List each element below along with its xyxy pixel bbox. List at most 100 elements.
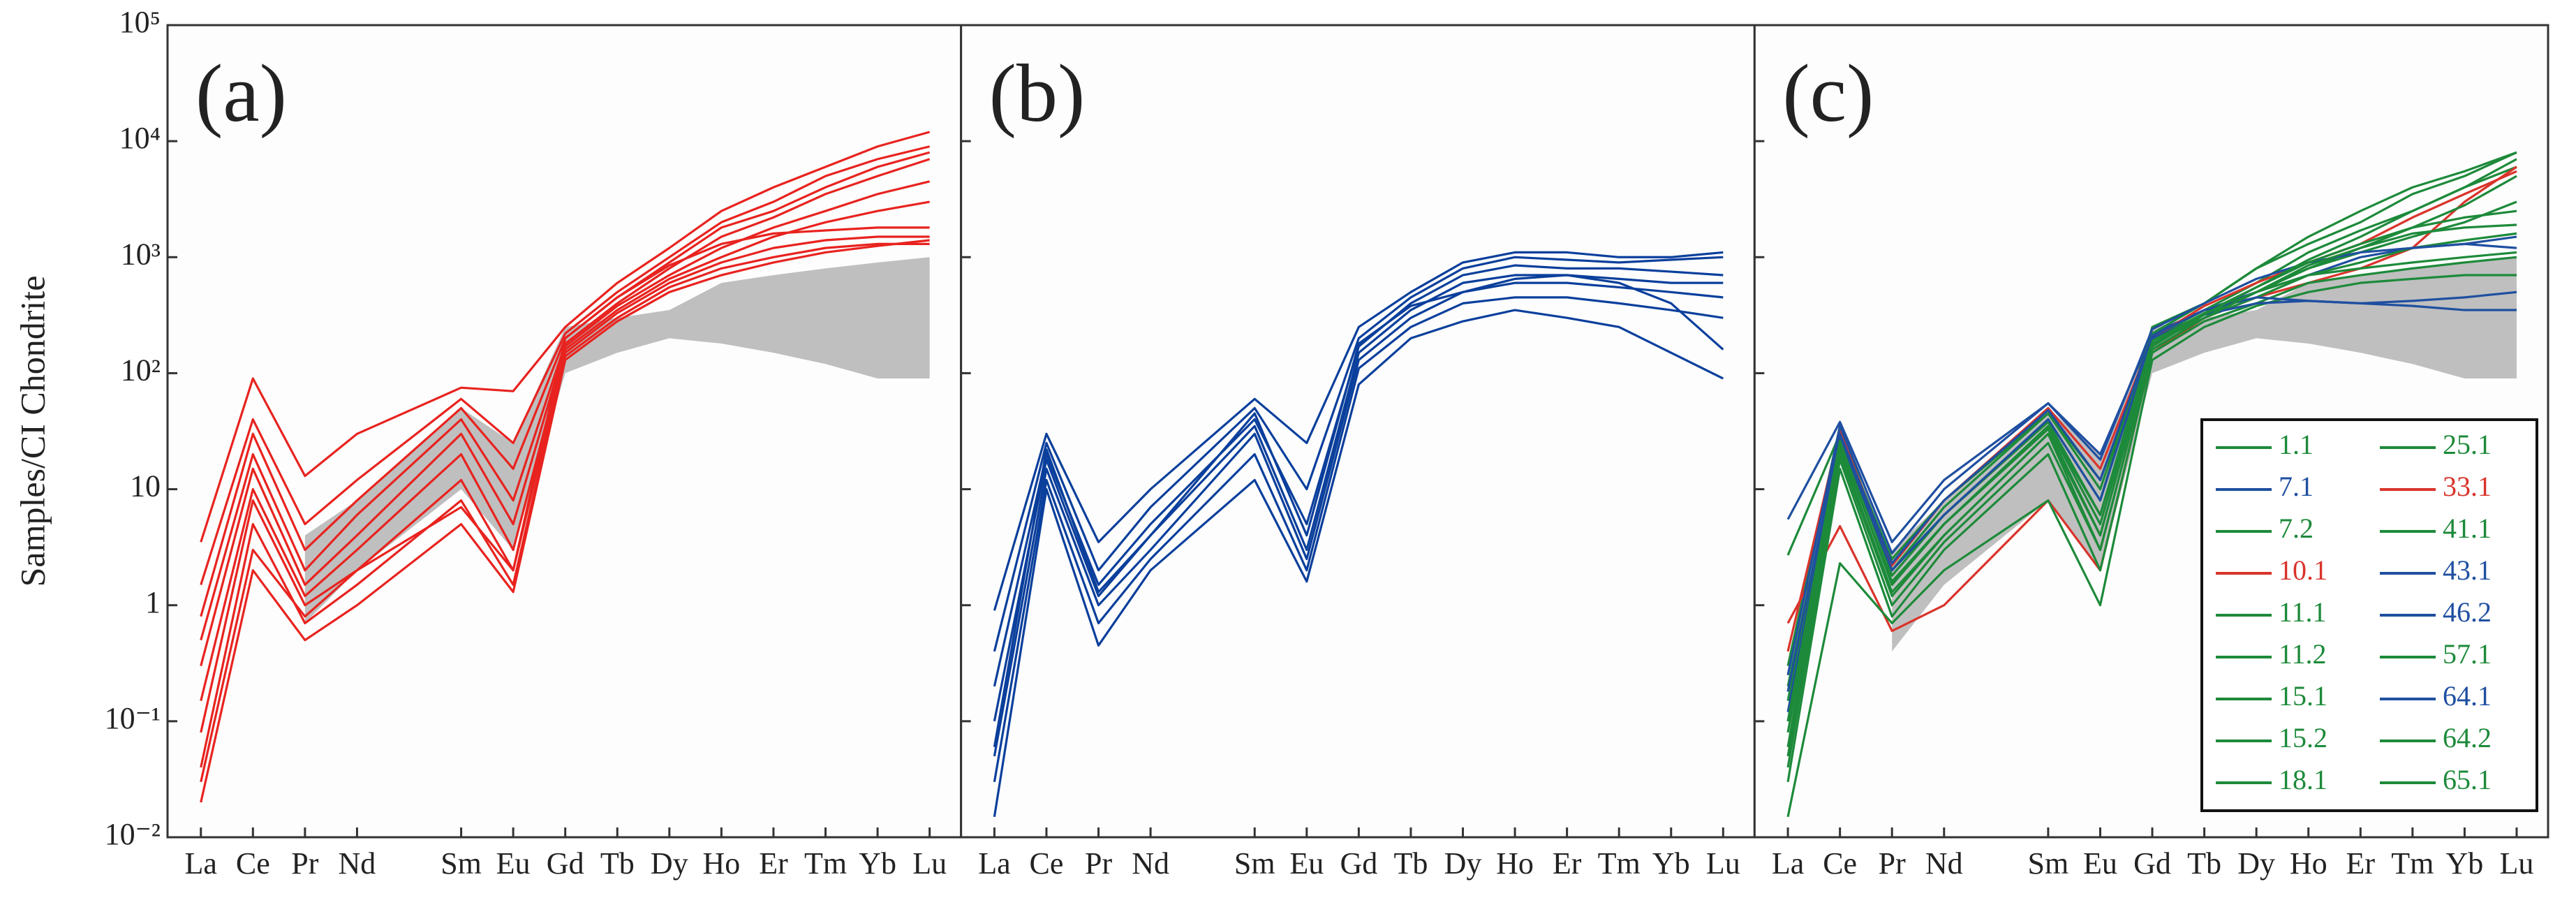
y-tick-label: 1 [145,585,161,619]
x-tick-label: Sm [1234,846,1275,881]
x-tick-label: Pr [1879,846,1906,881]
x-tick-label: Nd [339,846,376,881]
legend-label: 64.2 [2443,722,2492,753]
series-line [200,145,931,585]
x-tick-label: Pr [1085,846,1112,881]
legend-label: 15.1 [2279,680,2327,712]
legend-label: 7.1 [2279,471,2314,502]
series-line [993,296,1724,783]
legend-label: 33.1 [2443,471,2492,502]
x-tick-label: Eu [1289,846,1324,881]
y-tick-label: 10⁵ [119,5,161,39]
series-line [993,281,1724,757]
x-tick-label: Gd [1340,846,1377,881]
legend-label: 1.1 [2279,429,2314,460]
series-line [1786,290,2517,692]
x-tick-label: Lu [2500,846,2534,881]
x-tick-label: Dy [2237,846,2275,881]
x-tick-label: Ce [1030,846,1064,881]
x-tick-label: Ho [1496,846,1534,881]
y-tick-label: 10⁻¹ [105,701,161,735]
series-line [993,274,1724,722]
series-line [993,274,1724,747]
series-line [1786,256,2517,782]
x-tick-label: Er [2346,846,2376,881]
x-tick-label: Er [1553,846,1582,881]
x-tick-label: Nd [1132,846,1169,881]
x-tick-label: La [978,846,1010,881]
x-tick-label: Eu [496,846,531,881]
series-line [200,235,930,733]
legend-label: 65.1 [2443,764,2492,795]
x-tick-label: Yb [2446,846,2484,881]
legend-label: 43.1 [2443,554,2492,586]
legend-label: 46.2 [2443,596,2492,628]
x-tick-label: Ho [2290,846,2327,881]
series-line [1786,274,2517,818]
panel-label: (c) [1782,47,1874,139]
series-line [1786,223,2517,768]
series-line [1786,175,2517,747]
legend-label: 10.1 [2279,554,2327,586]
legend-label: 15.2 [2279,722,2327,753]
x-tick-label: Tb [600,846,635,881]
series-line [993,309,1724,817]
x-tick-label: Dy [651,846,688,881]
x-tick-label: Nd [1925,846,1963,881]
series-line [200,226,930,783]
x-tick-label: Sm [441,846,482,881]
legend-label: 57.1 [2443,638,2492,670]
x-tick-label: La [1772,846,1804,881]
legend-label: 64.1 [2443,680,2492,712]
y-axis-label: Samples/CI Chondrite [13,276,52,587]
series-line [200,242,930,768]
x-tick-label: Lu [1706,846,1740,881]
legend-label: 18.1 [2279,764,2327,795]
y-tick-label: 10⁻² [105,817,161,851]
x-tick-label: Sm [2028,846,2069,881]
x-tick-label: Tb [1393,846,1428,881]
panel-frame [960,24,1756,839]
legend-label: 7.2 [2279,513,2314,544]
panel-frame [166,24,963,839]
legend-label: 25.1 [2443,429,2492,460]
y-tick-label: 10³ [121,237,161,271]
x-tick-label: La [185,846,217,881]
series-line [200,131,931,543]
x-tick-label: Gd [547,846,584,881]
series-line [200,180,931,666]
x-tick-label: Tm [1598,846,1641,881]
legend-label: 41.1 [2443,513,2492,544]
legend-label: 11.1 [2279,596,2327,628]
x-tick-label: Yb [1652,846,1690,881]
x-tick-label: Gd [2133,846,2171,881]
x-tick-label: Dy [1444,846,1482,881]
series-line [200,239,930,803]
x-tick-label: Yb [859,846,896,881]
x-tick-label: Ce [236,846,270,881]
reference-field [304,257,930,624]
series-line [200,158,931,641]
x-tick-label: Tm [804,846,847,881]
y-tick-label: 10² [121,353,161,388]
panel-label: (b) [989,47,1086,139]
x-tick-label: Tb [2187,846,2221,881]
y-tick-label: 10⁴ [119,121,161,155]
series-line [1786,242,2517,676]
x-tick-label: Er [759,846,788,881]
series-line [993,251,1724,611]
legend-label: 11.2 [2279,638,2327,670]
x-tick-label: Ho [703,846,741,881]
series-line [1786,200,2517,733]
x-tick-label: Eu [2083,846,2117,881]
series-line [993,256,1724,652]
series-line [1786,158,2517,722]
x-tick-label: Pr [291,846,318,881]
x-tick-label: Lu [912,846,947,881]
x-tick-label: Tm [2391,846,2434,881]
x-tick-label: Ce [1823,846,1857,881]
y-tick-label: 10 [130,469,161,503]
panel-label: (a) [195,47,287,139]
series-line [200,200,930,701]
